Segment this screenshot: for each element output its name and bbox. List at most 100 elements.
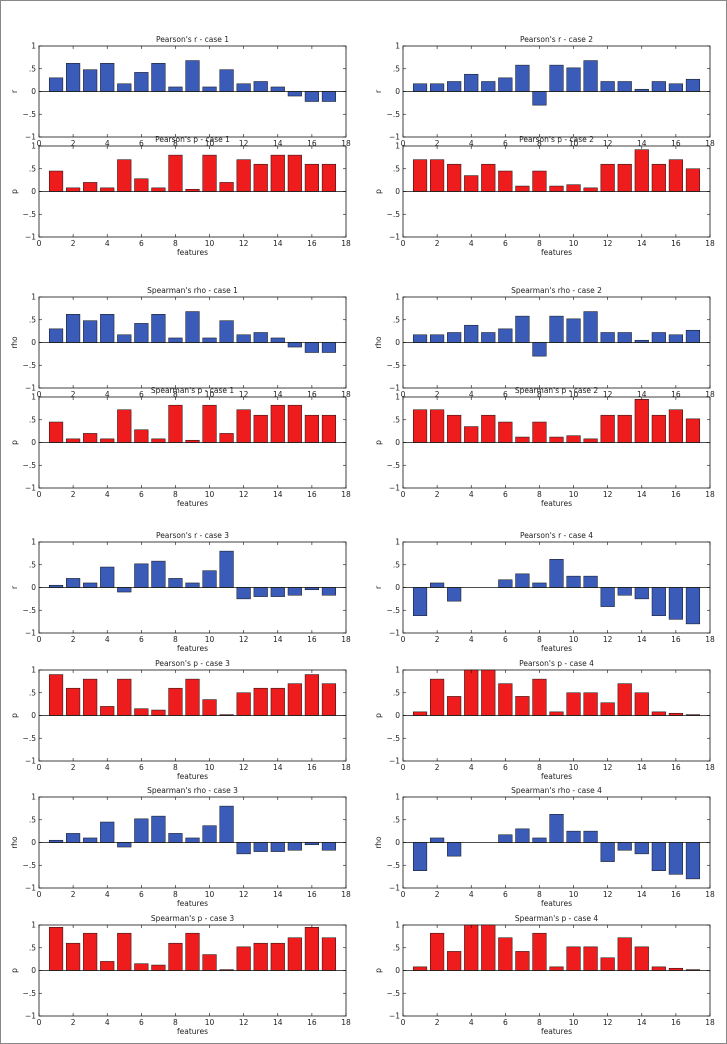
bar — [685, 587, 701, 625]
y-tick-label: −.5 — [387, 210, 401, 219]
y-axis-label: p — [374, 713, 383, 718]
bar — [600, 414, 615, 443]
y-tick-label: −.5 — [387, 734, 401, 743]
chart-panel: Pearson's r - case 40 2 4 6 8 10 12 14 16 18−1−.5… — [374, 531, 715, 653]
y-tick-label: −1 — [25, 484, 36, 493]
x-tick-label: 16 — [307, 763, 317, 772]
bar — [134, 429, 149, 443]
x-tick-label: 18 — [341, 1018, 351, 1027]
bar — [464, 924, 479, 971]
x-tick-label: 2 — [435, 390, 440, 399]
x-tick-label: 10 — [205, 763, 215, 772]
y-tick-label: −1 — [25, 133, 36, 142]
chart-panel: Pearson's p - case 10 2 4 6 8 10 12 14 16 18−1−.5… — [10, 135, 351, 257]
x-tick-label: 4 — [469, 890, 474, 899]
bar — [168, 154, 183, 192]
x-tick-label: 16 — [307, 890, 317, 899]
bar — [583, 830, 598, 843]
bar — [412, 409, 428, 443]
x-tick-label: 8 — [173, 635, 178, 644]
x-tick-label: 6 — [139, 635, 144, 644]
bar — [202, 825, 217, 843]
x-axis-label: features — [177, 1027, 208, 1036]
x-tick-label: 18 — [341, 890, 351, 899]
x-tick-label: 10 — [569, 490, 579, 499]
y-axis-label: p — [10, 713, 19, 718]
x-tick-label: 4 — [469, 390, 474, 399]
x-tick-label: 8 — [173, 1018, 178, 1027]
x-tick-label: 2 — [71, 390, 76, 399]
x-tick-label: 10 — [569, 890, 579, 899]
bar — [412, 587, 428, 616]
y-tick-label: −.5 — [23, 861, 37, 870]
y-axis-label: rho — [10, 836, 19, 849]
x-tick-label: 12 — [603, 1018, 613, 1027]
bar — [219, 320, 234, 343]
y-tick-label: 0 — [31, 838, 36, 847]
bar — [498, 170, 513, 192]
y-tick-label: −1 — [25, 629, 36, 638]
bar — [481, 414, 496, 443]
x-tick-label: 10 — [205, 890, 215, 899]
x-tick-label: 10 — [569, 635, 579, 644]
bar — [515, 315, 530, 343]
bar — [270, 687, 285, 716]
x-tick-label: 4 — [105, 139, 110, 148]
y-tick-label: −.5 — [387, 989, 401, 998]
y-tick-label: −.5 — [23, 734, 37, 743]
bar — [600, 957, 615, 971]
bar — [668, 83, 683, 92]
y-tick-label: 0 — [31, 438, 36, 447]
bar — [100, 438, 115, 443]
bar — [430, 159, 445, 192]
bar — [270, 337, 285, 343]
bar — [253, 81, 268, 92]
x-tick-label: 10 — [205, 490, 215, 499]
x-axis-label: features — [541, 899, 572, 908]
x-tick-label: 12 — [239, 890, 249, 899]
bar — [447, 842, 462, 857]
y-tick-label: 1 — [31, 42, 36, 51]
bar — [321, 587, 337, 596]
bar — [202, 404, 217, 443]
bar — [566, 435, 581, 443]
bar — [532, 837, 547, 843]
x-tick-label: 14 — [273, 490, 283, 499]
y-tick-label: 0 — [31, 87, 36, 96]
bar — [685, 329, 701, 343]
y-axis-label: r — [374, 89, 383, 93]
x-axis-label: features — [177, 899, 208, 908]
x-axis-label: features — [177, 772, 208, 781]
x-tick-label: 16 — [307, 635, 317, 644]
x-tick-label: 2 — [71, 239, 76, 248]
bar — [583, 575, 598, 588]
chart-panel: Pearson's p - case 20 2 4 6 8 10 12 14 16 18−1−.5… — [374, 135, 715, 257]
x-tick-label: 6 — [139, 139, 144, 148]
y-tick-label: .5 — [29, 64, 36, 73]
y-tick-label: −1 — [389, 884, 400, 893]
bar — [83, 932, 98, 971]
bar — [321, 842, 337, 851]
bar — [134, 72, 149, 92]
x-tick-label: 14 — [637, 635, 647, 644]
bar — [304, 91, 319, 102]
x-tick-label: 6 — [139, 490, 144, 499]
y-tick-label: 1 — [31, 666, 36, 675]
bar — [219, 433, 234, 443]
x-tick-label: 0 — [401, 763, 406, 772]
x-axis-label: features — [541, 499, 572, 508]
bar — [634, 587, 649, 600]
bar — [566, 830, 581, 843]
x-tick-label: 2 — [435, 763, 440, 772]
x-tick-label: 12 — [603, 239, 613, 248]
bar — [134, 818, 149, 843]
bar — [100, 187, 115, 192]
chart-panel: Pearson's p - case 40 2 4 6 8 10 12 14 16 18−1−.5… — [374, 659, 715, 781]
x-tick-label: 10 — [205, 635, 215, 644]
x-tick-label: 14 — [273, 1018, 283, 1027]
y-tick-label: 0 — [31, 711, 36, 720]
x-tick-label: 14 — [273, 390, 283, 399]
bar — [185, 60, 200, 92]
bar — [600, 163, 615, 192]
bar — [651, 587, 666, 616]
